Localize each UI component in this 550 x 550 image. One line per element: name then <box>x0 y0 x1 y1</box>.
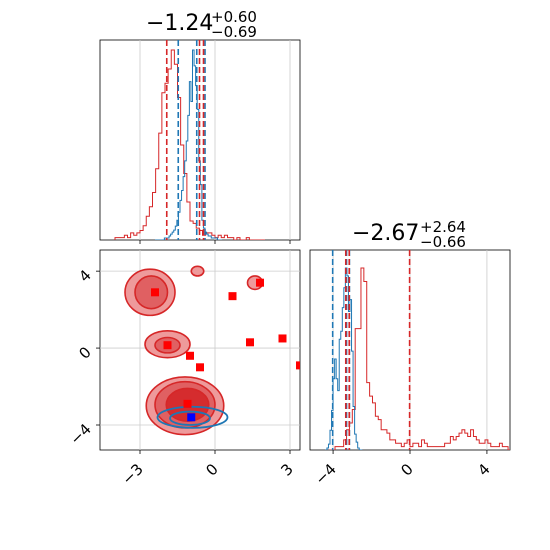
red-marker-5 <box>256 278 264 287</box>
right-histogram-title: −2.67 <box>352 221 419 246</box>
top-title-value: −1.24 <box>146 11 213 36</box>
red-marker-7 <box>278 334 287 343</box>
top-title-sup: +0.60 <box>211 8 257 26</box>
scatter-panel: −3 0 3 4 0 −4 <box>66 249 301 488</box>
scatter-xtick-label-0: −3 <box>118 460 146 488</box>
top-histogram-plot <box>114 40 265 240</box>
right-histogram-ticks: −4 0 4 <box>312 450 494 488</box>
red-marker-1 <box>163 341 172 350</box>
red-marker-4 <box>228 292 237 301</box>
red-marker-8 <box>296 361 300 370</box>
right-title-sup: +2.64 <box>420 218 466 236</box>
right-hist-series-a <box>329 267 510 450</box>
red-marker-2 <box>186 351 194 360</box>
right-title-value: −2.67 <box>352 221 419 246</box>
right-xtick-label-2: 4 <box>474 460 493 479</box>
right-xtick-label-0: −4 <box>312 460 340 488</box>
red-marker-9 <box>183 399 192 408</box>
top-title-sub: −0.69 <box>211 23 257 41</box>
right-histogram-panel: −4 0 4 −2.67 +2.64 −0.66 <box>309 218 511 488</box>
right-title-sub: −0.66 <box>420 233 466 251</box>
contour-series-b-0 <box>156 405 229 429</box>
right-xtick-label-1: 0 <box>397 460 416 479</box>
scatter-ytick-label-0: 4 <box>75 266 94 285</box>
top-hist-series-b <box>155 49 223 240</box>
contour-series-b-1 <box>169 410 211 426</box>
contour-series-a-4 <box>190 265 205 277</box>
right-hist-series-b <box>325 267 363 450</box>
right-histogram-plot <box>325 250 510 450</box>
scatter-xtick-label-1: 0 <box>202 460 221 479</box>
top-hist-series-a <box>114 49 265 240</box>
blue-marker-0 <box>187 413 196 422</box>
top-histogram-grid <box>139 40 291 240</box>
red-marker-6 <box>246 338 254 347</box>
scatter-ytick-label-1: 0 <box>75 343 94 362</box>
top-histogram-ticks <box>139 240 291 244</box>
scatter-plot <box>124 265 300 436</box>
scatter-ytick-label-2: −4 <box>66 420 94 448</box>
red-marker-0 <box>151 288 159 297</box>
scatter-xtick-label-2: 3 <box>277 460 296 479</box>
top-histogram-title: −1.24 <box>146 11 213 36</box>
top-histogram-panel: −1.24 +0.60 −0.69 <box>99 8 301 244</box>
red-marker-3 <box>196 363 204 372</box>
